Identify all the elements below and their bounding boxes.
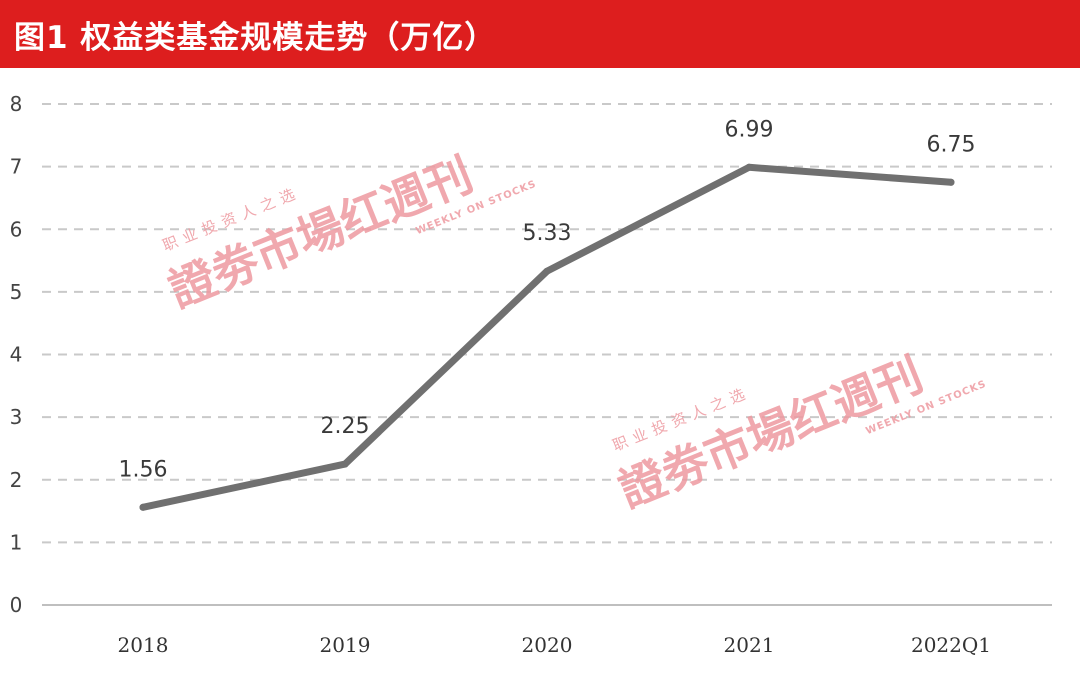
x-axis-ticks: 2018 2019 2020 2021 2022Q1	[118, 633, 991, 657]
data-point	[745, 163, 753, 171]
x-tick-label: 2018	[118, 633, 169, 657]
series-line	[139, 163, 955, 511]
y-tick-label: 0	[10, 593, 23, 617]
data-label: 1.56	[119, 457, 168, 482]
y-tick-label: 3	[10, 405, 23, 429]
data-point	[139, 503, 147, 511]
data-labels: 1.56 2.25 5.33 6.99 6.75	[119, 117, 976, 511]
y-tick-label: 2	[10, 468, 23, 492]
chart-title: 图1 权益类基金规模走势（万亿）	[14, 19, 497, 56]
x-tick-label: 2020	[522, 633, 573, 657]
data-label: 6.99	[725, 117, 774, 142]
grid-lines	[42, 103, 1052, 544]
y-tick-label: 8	[10, 92, 23, 116]
data-label: 2.25	[321, 414, 370, 439]
data-point	[947, 178, 955, 186]
x-tick-label: 2019	[320, 633, 371, 657]
y-tick-label: 6	[10, 217, 23, 241]
y-tick-label: 4	[10, 343, 23, 367]
y-tick-label: 1	[10, 530, 23, 554]
x-tick-label: 2021	[724, 633, 775, 657]
y-tick-label: 7	[10, 155, 23, 179]
data-point	[543, 267, 551, 275]
y-tick-label: 5	[10, 280, 23, 304]
x-tick-label: 2022Q1	[911, 633, 991, 657]
data-point	[341, 460, 349, 468]
y-axis-ticks: 0 1 2 3 4 5 6 7 8	[10, 92, 23, 617]
line-chart: 0 1 2 3 4 5 6 7 8 2018 2019 2020 2021 2022Q1 1.56 2.2…	[10, 92, 1052, 657]
data-label: 6.75	[927, 132, 976, 157]
chart-header: 图1 权益类基金规模走势（万亿）	[0, 0, 1080, 68]
data-label: 5.33	[523, 221, 572, 246]
